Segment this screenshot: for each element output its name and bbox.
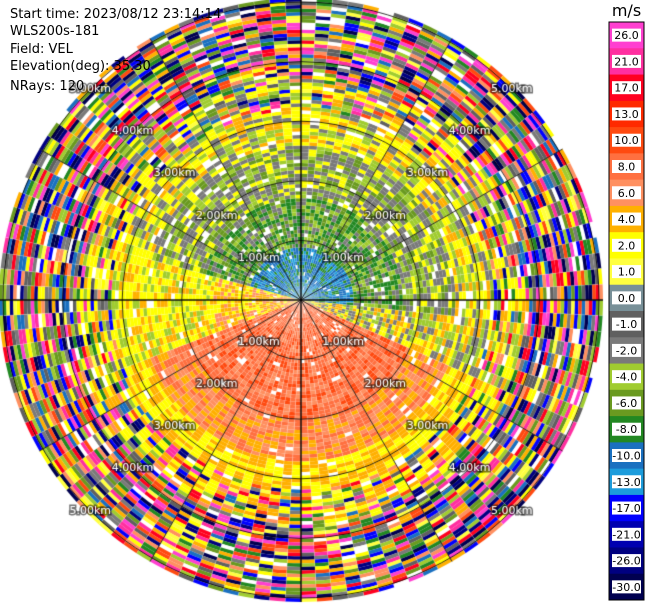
colorbar-tick-label: 10.0 bbox=[614, 134, 639, 147]
colorbar-tick-label: 1.0 bbox=[618, 266, 636, 279]
colorbar-tick-bg bbox=[612, 449, 641, 462]
colorbar-tick-label: -17.0 bbox=[612, 502, 640, 515]
colorbar-tick-bg bbox=[612, 370, 641, 384]
instrument-label: WLS200s-181 bbox=[10, 24, 100, 40]
colorbar-tick-bg bbox=[612, 501, 641, 515]
colorbar-tick-bg bbox=[612, 554, 641, 568]
colorbar-tick-bg bbox=[612, 107, 641, 121]
colorbar-tick-bg bbox=[612, 396, 641, 410]
colorbar-tick-label: -13.0 bbox=[612, 476, 640, 489]
start-time-label: Start time: 2023/08/12 23:14:14 bbox=[10, 7, 222, 22]
colorbar-tick-label: 21.0 bbox=[614, 55, 639, 68]
colorbar-tick-label: -21.0 bbox=[612, 528, 640, 541]
colorbar-tick-label: -4.0 bbox=[616, 371, 637, 384]
scan-info: Start time: 2023/08/12 23:14:14 WLS200s-… bbox=[10, 6, 221, 95]
colorbar-tick-bg bbox=[612, 422, 641, 436]
colorbar-unit: m/s bbox=[612, 1, 641, 20]
colorbar-tick-label: 6.0 bbox=[618, 187, 636, 200]
colorbar-tick-label: -6.0 bbox=[616, 397, 637, 410]
colorbar-tick-bg bbox=[612, 317, 641, 331]
colorbar-tick-label: -26.0 bbox=[612, 555, 640, 568]
colorbar-tick-label: 26.0 bbox=[614, 29, 639, 42]
colorbar-tick-bg bbox=[612, 580, 641, 594]
colorbar-tick-bg bbox=[612, 238, 641, 252]
field-label: Field: VEL bbox=[10, 41, 73, 57]
colorbar-tick-bg bbox=[612, 291, 641, 305]
elevation-label: Elevation(deg): 35.30 bbox=[10, 59, 151, 75]
colorbar-tick-bg bbox=[612, 343, 641, 357]
colorbar-tick-label: 13.0 bbox=[614, 108, 639, 121]
colorbar-tick-label: -1.0 bbox=[616, 318, 637, 331]
colorbar-tick-label: 2.0 bbox=[618, 239, 636, 252]
colorbar-tick-bg bbox=[612, 160, 641, 173]
colorbar-tick-label: -8.0 bbox=[616, 423, 637, 436]
colorbar-tick-bg bbox=[612, 133, 641, 147]
colorbar-tick-bg bbox=[612, 475, 641, 489]
colorbar-tick-bg bbox=[612, 28, 641, 42]
colorbar-tick-label: 4.0 bbox=[618, 213, 636, 226]
colorbar-tick-bg bbox=[612, 212, 641, 226]
colorbar-tick-label: 0.0 bbox=[618, 292, 636, 305]
colorbar-tick-bg bbox=[612, 527, 641, 541]
colorbar-tick-label: -10.0 bbox=[612, 450, 640, 463]
colorbar-tick-bg bbox=[612, 81, 641, 95]
colorbar-tick-label: 8.0 bbox=[618, 161, 636, 174]
colorbar-tick-bg bbox=[612, 54, 641, 68]
nrays-label: NRays: 120 bbox=[10, 78, 85, 94]
colorbar-tick-bg bbox=[612, 265, 641, 279]
colorbar-tick-label: -2.0 bbox=[616, 344, 637, 357]
colorbar-border bbox=[608, 21, 645, 601]
colorbar-tick-bg bbox=[612, 186, 641, 200]
colorbar-tick-label: -30.0 bbox=[612, 581, 640, 594]
colorbar-tick-label: 17.0 bbox=[614, 82, 639, 95]
